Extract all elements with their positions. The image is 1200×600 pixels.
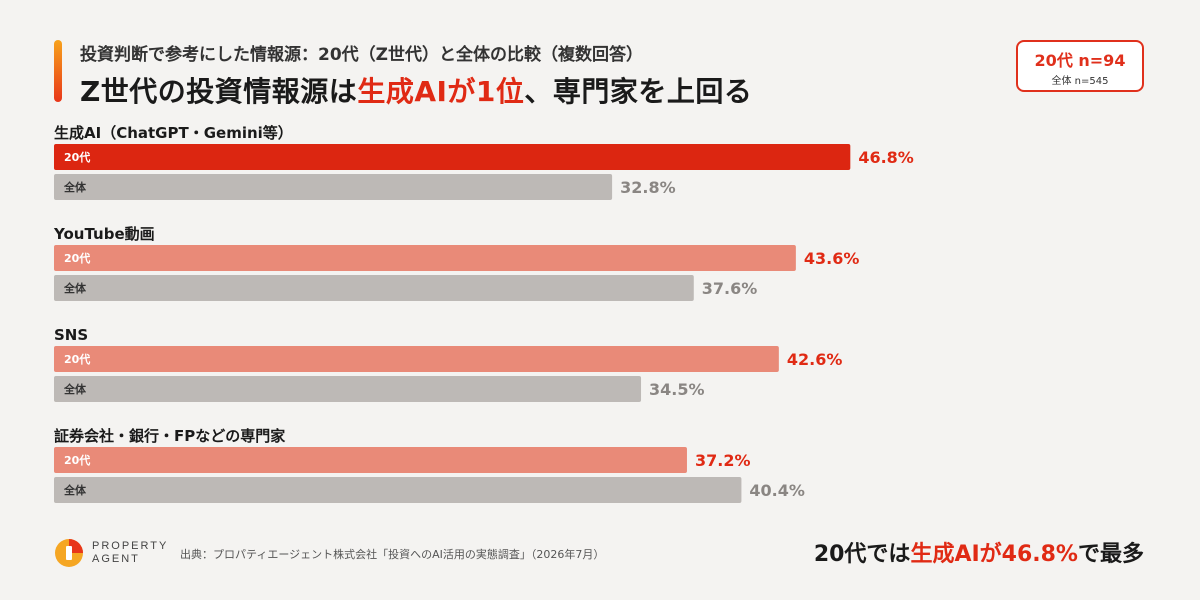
bar-series-label: 20代	[64, 453, 90, 467]
title-part-3: 、専門家を上回る	[524, 75, 753, 108]
source-note: 出典：プロパティエージェント株式会社「投資へのAI活用の実態調査」（2026年7…	[180, 548, 605, 561]
bar-series-label: 20代	[64, 150, 90, 164]
title-highlight: 生成AIが1位	[357, 75, 525, 108]
category-label: SNS	[54, 326, 88, 344]
brand-line-1: PROPERTY	[92, 540, 169, 552]
brand-line-2: AGENT	[92, 553, 140, 565]
category-label: 証券会社・銀行・FPなどの専門家	[54, 427, 285, 445]
bar-value-label: 32.8%	[620, 178, 676, 197]
bar-value-label: 43.6%	[804, 249, 860, 268]
chart-subtitle: 投資判断で参考にした情報源：20代（Z世代）と全体の比較（複数回答）	[80, 45, 643, 65]
bar-all	[54, 275, 694, 301]
bar-series-label: 20代	[64, 251, 90, 265]
bar-all	[54, 376, 642, 402]
bar-series-label: 全体	[63, 180, 87, 194]
property-agent-logo-icon	[55, 539, 83, 567]
conclusion-text: 20代では生成AIが46.8%で最多	[814, 536, 1144, 568]
bar-series-label: 全体	[63, 483, 87, 497]
bar-value-label: 34.5%	[649, 380, 705, 399]
bar-value-label: 40.4%	[749, 481, 805, 500]
bar-value-label: 46.8%	[858, 148, 914, 167]
brand-name: PROPERTY AGENT	[92, 540, 168, 566]
bar-series-label: 全体	[63, 281, 87, 295]
bar-chart: 生成AI（ChatGPT・Gemini等） 20代 46.8% 全体 32.8% YouT…	[53, 124, 914, 503]
bar-all	[54, 174, 613, 200]
bar-value-label: 37.2%	[695, 451, 751, 470]
bar-series-label: 全体	[63, 382, 87, 396]
bar-gen	[54, 346, 779, 372]
bar-value-label: 37.6%	[702, 279, 758, 298]
bar-gen	[54, 245, 796, 271]
sample-size-all: 全体 n=545	[1051, 76, 1109, 87]
conclusion-highlight: 生成AIが46.8%	[910, 542, 1078, 567]
header-accent-bar	[54, 40, 62, 102]
title-part-1: Z世代の投資情報源は	[80, 75, 358, 108]
category-label: YouTube動画	[53, 225, 155, 243]
bar-series-label: 20代	[64, 352, 90, 366]
chart-title: Z世代の投資情報源は生成AIが1位、専門家を上回る	[80, 70, 752, 110]
sample-size-gen: 20代 n=94	[1034, 51, 1126, 70]
conclusion-part-3: で最多	[1077, 542, 1144, 567]
category-label: 生成AI（ChatGPT・Gemini等）	[54, 124, 293, 142]
bar-gen	[54, 144, 851, 170]
sample-size-badge: 20代 n=94 全体 n=545	[1016, 40, 1144, 92]
conclusion-part-1: 20代では	[813, 542, 911, 567]
bar-gen	[54, 447, 687, 473]
bar-value-label: 42.6%	[787, 350, 843, 369]
bar-all	[54, 477, 742, 503]
